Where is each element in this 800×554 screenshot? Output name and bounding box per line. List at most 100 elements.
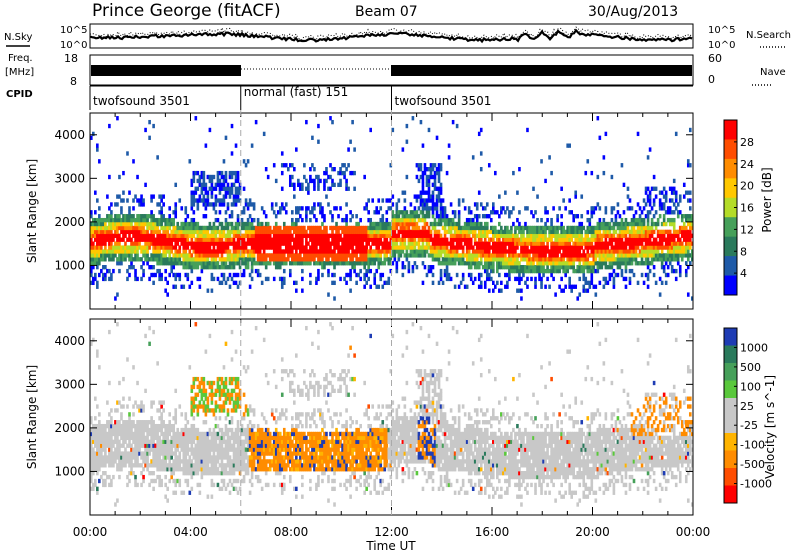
power-cell [212, 229, 216, 235]
power-cell [510, 257, 513, 262]
power-cell [666, 265, 670, 270]
power-cell [321, 237, 324, 242]
power-cell [602, 276, 606, 282]
power-cell [686, 214, 690, 219]
velocity-cell [122, 396, 125, 401]
power-cell [465, 284, 469, 289]
power-cell [632, 217, 636, 223]
power-cell [325, 257, 328, 262]
power-cell [538, 261, 541, 266]
power-cell [584, 257, 588, 262]
power-cell [582, 225, 586, 231]
velocity-cell [98, 423, 101, 429]
power-cell [636, 253, 640, 258]
power-cell [393, 225, 397, 231]
power-cell [578, 237, 582, 242]
power-cell [518, 253, 521, 258]
power-cell [528, 253, 531, 258]
power-cell [122, 190, 125, 195]
power-cell [413, 229, 417, 235]
power-cell [373, 221, 377, 227]
power-cell [678, 225, 682, 231]
power-cell [150, 210, 153, 215]
power-cell [660, 253, 664, 258]
power-cell [417, 233, 421, 238]
power-cell [492, 241, 495, 246]
power-cell [142, 233, 145, 238]
power-cell [516, 217, 519, 223]
power-cell [293, 257, 296, 262]
power-cell [335, 221, 338, 227]
power-cell [92, 233, 95, 238]
power-cell [284, 210, 288, 215]
power-cell [670, 217, 674, 223]
power-cell [554, 241, 557, 246]
power-cell [574, 214, 578, 219]
power-cell [172, 237, 176, 242]
power-cell [445, 265, 449, 270]
power-cell [421, 241, 425, 246]
power-cell [98, 249, 101, 254]
power-cell [252, 233, 256, 238]
power-cell [431, 182, 435, 188]
power-cell [487, 288, 491, 293]
power-cell [307, 186, 310, 191]
power-cell [126, 245, 129, 250]
power-cell [690, 217, 693, 223]
power-cell [429, 174, 433, 180]
velocity-cell [158, 459, 161, 464]
power-cell [411, 237, 415, 242]
power-cell [588, 265, 592, 270]
velocity-cell [110, 439, 113, 444]
power-cell [317, 225, 320, 231]
power-cell [297, 253, 300, 258]
velocity-cell [150, 420, 153, 425]
velocity-cell [132, 463, 135, 468]
power-cell [604, 131, 608, 137]
power-cell [305, 233, 308, 238]
power-cell [309, 237, 312, 242]
power-cell [628, 237, 632, 242]
velocity-cell [96, 349, 99, 354]
power-cell [630, 221, 634, 227]
power-cell [347, 237, 350, 242]
power-cell [315, 276, 318, 282]
power-cell [278, 225, 282, 231]
power-cell [146, 217, 149, 223]
power-cell [469, 245, 473, 250]
velocity-cell [152, 400, 155, 405]
power-cell [224, 237, 228, 242]
power-cell [624, 225, 628, 231]
power-cell [552, 229, 555, 235]
power-cell [218, 280, 222, 286]
power-cell [262, 237, 266, 242]
power-cell [252, 249, 256, 254]
power-cell [616, 253, 620, 258]
power-cell [172, 217, 176, 223]
power-cell [524, 257, 527, 262]
power-cell [178, 245, 182, 250]
power-cell [130, 221, 133, 227]
power-cell [447, 229, 451, 235]
power-cell [570, 233, 573, 238]
power-cell [680, 214, 684, 219]
velocity-cell [96, 443, 99, 448]
velocity-cell [110, 443, 113, 448]
velocity-cell [118, 431, 121, 437]
power-cell [132, 229, 135, 235]
power-cell [540, 276, 543, 282]
power-cell [461, 233, 465, 238]
velocity-cell [160, 427, 163, 433]
power-cell [204, 257, 208, 262]
power-cell [538, 229, 541, 235]
power-cell [387, 241, 391, 246]
velocity-cell [110, 423, 113, 429]
power-cell [544, 268, 547, 274]
power-cell [496, 280, 499, 286]
power-cell [506, 261, 509, 266]
power-cell [528, 237, 531, 242]
power-cell [401, 249, 405, 254]
power-cell [467, 237, 471, 242]
power-cell [457, 229, 461, 235]
power-cell [570, 225, 573, 231]
